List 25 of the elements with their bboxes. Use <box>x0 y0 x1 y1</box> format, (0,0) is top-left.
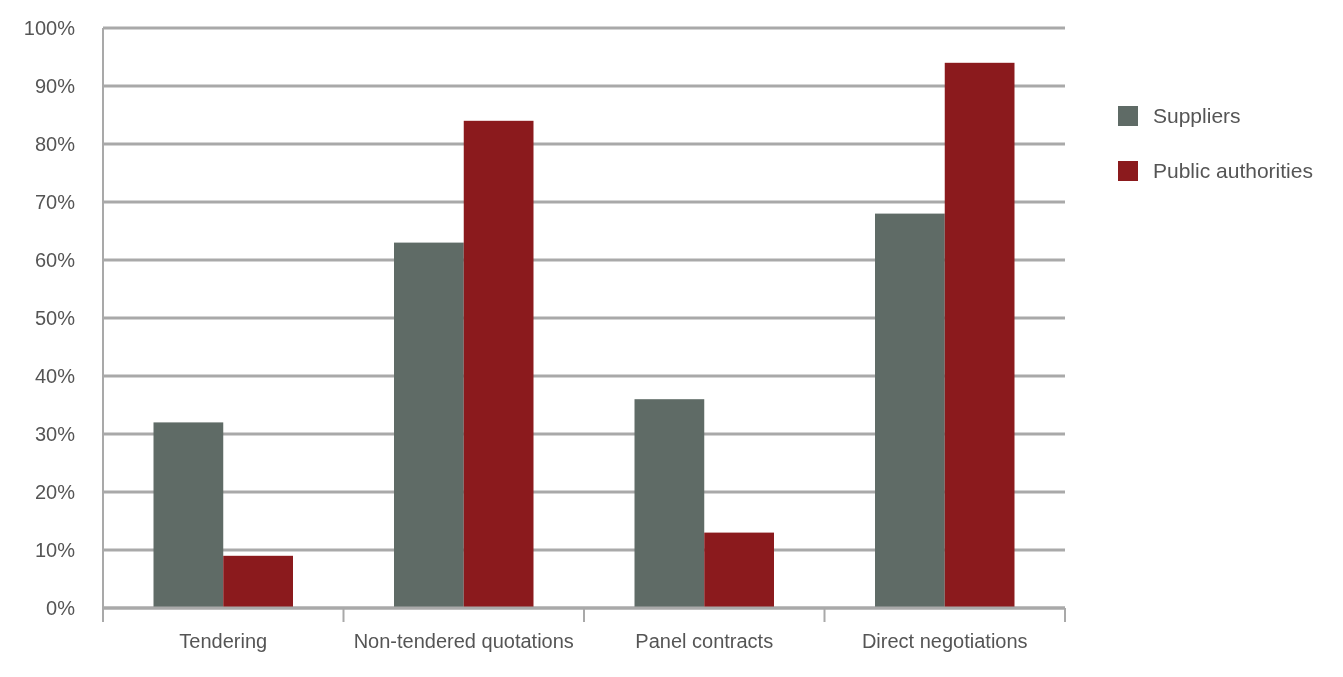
bar <box>223 555 293 608</box>
bar <box>704 532 774 608</box>
x-tick-label: Tendering <box>179 630 268 652</box>
y-tick-label: 60% <box>34 249 76 271</box>
y-tick-label: 80% <box>34 133 76 155</box>
bar <box>634 399 705 608</box>
bar <box>153 422 224 608</box>
y-tick-label: 90% <box>34 75 76 97</box>
y-tick-label: 70% <box>34 191 76 213</box>
y-tick-label: 20% <box>34 481 76 503</box>
y-tick-label: 10% <box>34 539 76 561</box>
x-tick-label: Panel contracts <box>635 630 774 652</box>
legend-label: Suppliers <box>1153 104 1241 128</box>
y-tick-label: 0% <box>46 597 76 619</box>
y-tick-label: 40% <box>34 365 76 387</box>
bar <box>875 213 945 608</box>
y-tick-label: 100% <box>23 17 76 39</box>
bar <box>463 120 534 608</box>
y-tick-label: 30% <box>34 423 76 445</box>
bar <box>944 62 1015 608</box>
x-tick-label: Non-tendered quotations <box>353 630 574 652</box>
y-tick-label: 50% <box>34 307 76 329</box>
bar <box>394 242 464 608</box>
legend-label: Public authorities <box>1153 159 1313 183</box>
x-tick-label: Direct negotiations <box>861 630 1028 652</box>
